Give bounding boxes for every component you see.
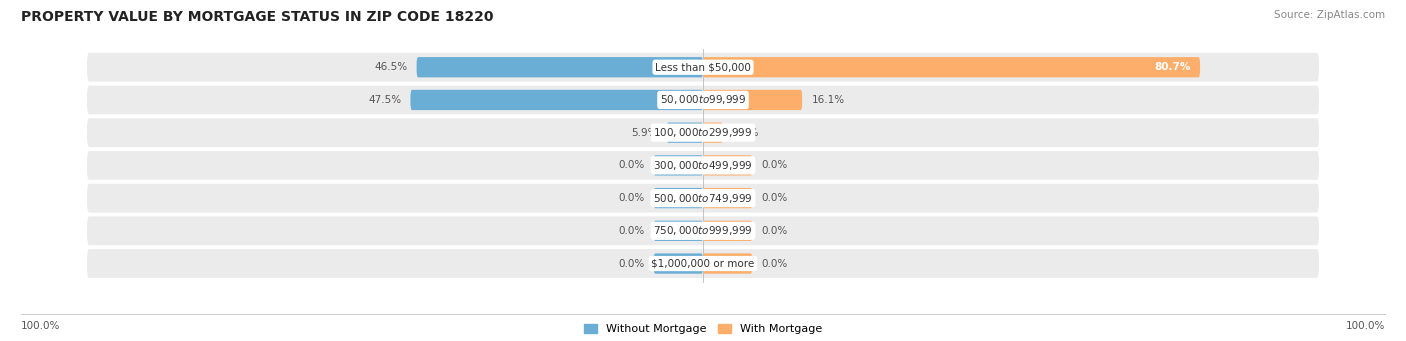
FancyBboxPatch shape — [87, 151, 1319, 180]
Text: $750,000 to $999,999: $750,000 to $999,999 — [654, 224, 752, 237]
FancyBboxPatch shape — [666, 122, 703, 143]
Text: 16.1%: 16.1% — [811, 95, 845, 105]
Text: 0.0%: 0.0% — [762, 226, 787, 236]
Text: 0.0%: 0.0% — [619, 226, 644, 236]
FancyBboxPatch shape — [87, 86, 1319, 114]
FancyBboxPatch shape — [703, 122, 723, 143]
FancyBboxPatch shape — [703, 221, 752, 241]
Text: Source: ZipAtlas.com: Source: ZipAtlas.com — [1274, 10, 1385, 20]
FancyBboxPatch shape — [654, 188, 703, 208]
FancyBboxPatch shape — [654, 221, 703, 241]
Text: 0.0%: 0.0% — [762, 193, 787, 203]
FancyBboxPatch shape — [416, 57, 703, 77]
Text: 5.9%: 5.9% — [631, 128, 658, 138]
Text: 47.5%: 47.5% — [368, 95, 401, 105]
FancyBboxPatch shape — [654, 155, 703, 176]
Text: $50,000 to $99,999: $50,000 to $99,999 — [659, 93, 747, 106]
Text: 46.5%: 46.5% — [374, 62, 408, 72]
FancyBboxPatch shape — [703, 155, 752, 176]
Text: 100.0%: 100.0% — [21, 321, 60, 331]
Text: PROPERTY VALUE BY MORTGAGE STATUS IN ZIP CODE 18220: PROPERTY VALUE BY MORTGAGE STATUS IN ZIP… — [21, 10, 494, 24]
Text: 100.0%: 100.0% — [1346, 321, 1385, 331]
FancyBboxPatch shape — [703, 90, 803, 110]
FancyBboxPatch shape — [703, 188, 752, 208]
Text: $300,000 to $499,999: $300,000 to $499,999 — [654, 159, 752, 172]
Text: 0.0%: 0.0% — [619, 160, 644, 170]
Text: $100,000 to $299,999: $100,000 to $299,999 — [654, 126, 752, 139]
FancyBboxPatch shape — [703, 57, 1201, 77]
FancyBboxPatch shape — [703, 253, 752, 274]
Text: $500,000 to $749,999: $500,000 to $749,999 — [654, 192, 752, 205]
Text: 0.0%: 0.0% — [762, 258, 787, 269]
FancyBboxPatch shape — [87, 53, 1319, 81]
Text: 0.0%: 0.0% — [619, 258, 644, 269]
FancyBboxPatch shape — [654, 253, 703, 274]
FancyBboxPatch shape — [87, 249, 1319, 278]
FancyBboxPatch shape — [87, 217, 1319, 245]
Text: 0.0%: 0.0% — [762, 160, 787, 170]
FancyBboxPatch shape — [87, 184, 1319, 212]
Legend: Without Mortgage, With Mortgage: Without Mortgage, With Mortgage — [583, 324, 823, 334]
Text: 80.7%: 80.7% — [1154, 62, 1191, 72]
FancyBboxPatch shape — [411, 90, 703, 110]
Text: $1,000,000 or more: $1,000,000 or more — [651, 258, 755, 269]
FancyBboxPatch shape — [87, 118, 1319, 147]
Text: Less than $50,000: Less than $50,000 — [655, 62, 751, 72]
Text: 3.2%: 3.2% — [733, 128, 758, 138]
Text: 0.0%: 0.0% — [619, 193, 644, 203]
